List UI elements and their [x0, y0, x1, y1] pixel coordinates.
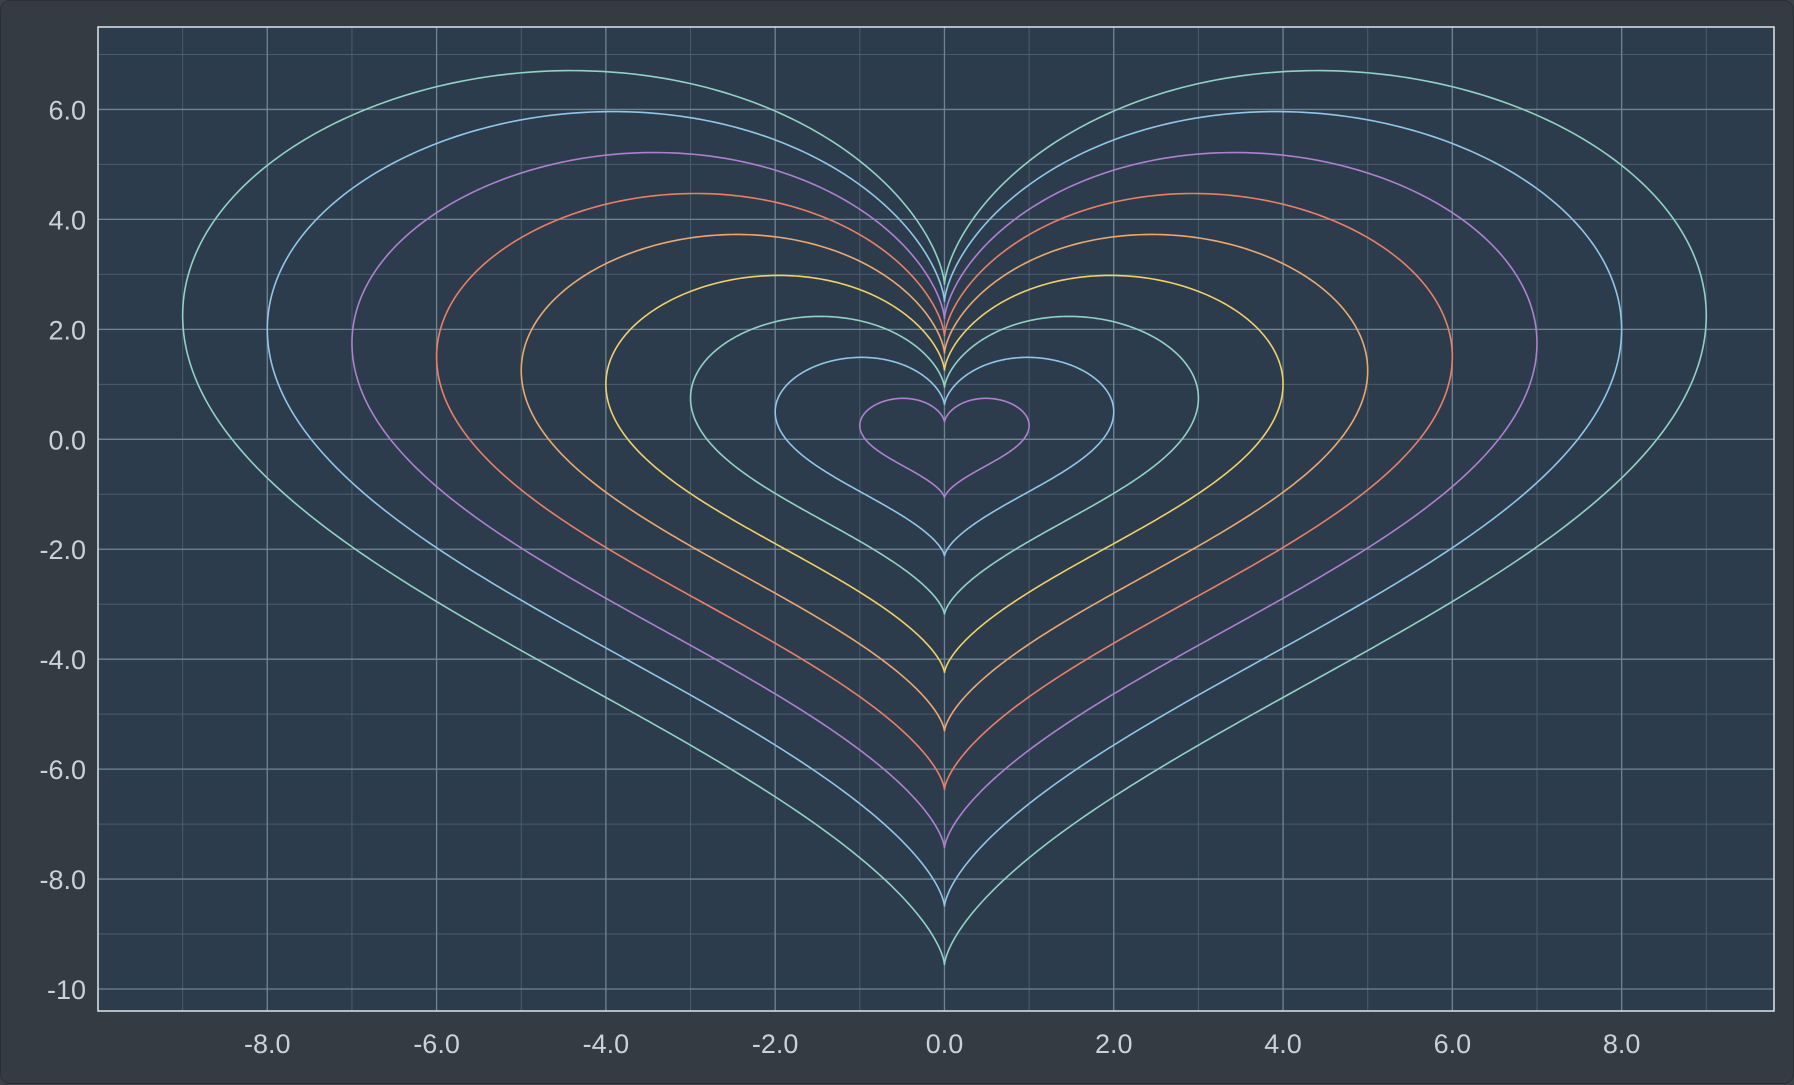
x-tick-label: 4.0 [1264, 1029, 1302, 1059]
y-tick-label: -10 [47, 975, 86, 1005]
x-tick-label: 6.0 [1434, 1029, 1472, 1059]
series-layer [181, 69, 1708, 966]
y-tick-label: -4.0 [39, 645, 86, 675]
plot-frame [97, 26, 1775, 1012]
y-tick-label: -6.0 [39, 755, 86, 785]
y-tick-label: -2.0 [39, 535, 86, 565]
series-line-heart-6 [435, 192, 1454, 790]
y-tick-label: 2.0 [48, 315, 86, 345]
x-tick-label: 0.0 [926, 1029, 964, 1059]
series-line-heart-5 [520, 233, 1369, 732]
y-axis-ticks: 6.0 4.0 2.0 0.0 -2.0 -4.0 -6.0 -8.0 -10 [39, 95, 86, 1005]
series-line-heart-7 [351, 151, 1538, 849]
series-line-heart-2 [774, 356, 1115, 557]
series-line-heart-8 [266, 110, 1623, 907]
y-tick-label: 6.0 [48, 95, 86, 125]
x-tick-label: -6.0 [413, 1029, 460, 1059]
y-tick-label: 0.0 [48, 425, 86, 455]
series-line-heart-1 [859, 397, 1030, 499]
y-tick-label: -8.0 [39, 865, 86, 895]
x-tick-label: -8.0 [244, 1029, 291, 1059]
x-tick-label: -4.0 [583, 1029, 630, 1059]
series-line-heart-9 [181, 69, 1708, 966]
series-line-heart-4 [605, 274, 1284, 674]
x-tick-label: 8.0 [1603, 1029, 1641, 1059]
x-axis-ticks: -8.0 -6.0 -4.0 -2.0 0.0 2.0 4.0 6.0 8.0 [244, 1029, 1640, 1059]
x-tick-label: -2.0 [752, 1029, 799, 1059]
series-line-heart-3 [689, 315, 1200, 615]
x-tick-label: 2.0 [1095, 1029, 1133, 1059]
plot-area [98, 27, 1774, 1011]
y-tick-label: 4.0 [48, 205, 86, 235]
